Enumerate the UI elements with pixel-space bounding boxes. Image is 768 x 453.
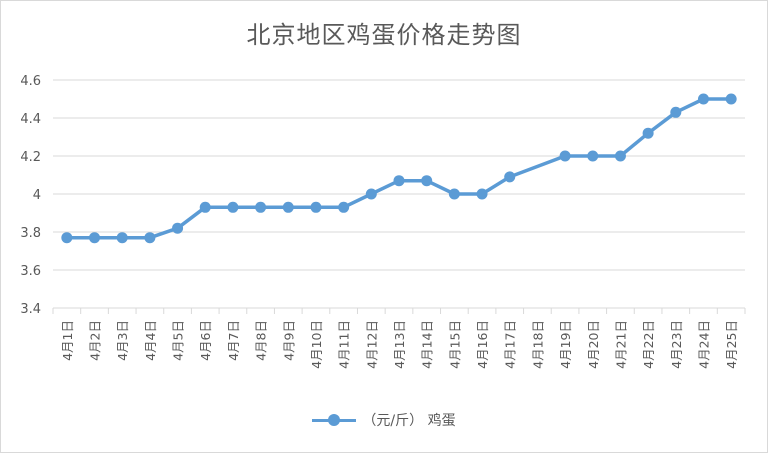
x-tick-label: 4月8日 bbox=[254, 320, 269, 361]
data-point bbox=[365, 188, 377, 200]
x-tick-label: 4月9日 bbox=[281, 320, 296, 361]
y-tick-label: 4.6 bbox=[20, 74, 41, 89]
data-point bbox=[448, 188, 460, 200]
data-point bbox=[476, 188, 488, 200]
x-tick-label: 4月11日 bbox=[337, 320, 352, 369]
data-point bbox=[421, 175, 433, 187]
x-tick-label: 4月15日 bbox=[447, 320, 462, 369]
data-point bbox=[614, 150, 626, 162]
y-tick-label: 3.6 bbox=[20, 264, 41, 279]
x-tick-label: 4月10日 bbox=[309, 320, 324, 369]
x-tick-label: 4月21日 bbox=[613, 320, 628, 369]
legend-label: （元/斤） 鸡蛋 bbox=[362, 413, 456, 429]
chart-title: 北京地区鸡蛋价格走势图 bbox=[246, 21, 522, 49]
x-tick-label: 4月1日 bbox=[60, 320, 75, 361]
y-tick-label: 4 bbox=[33, 188, 41, 203]
data-point bbox=[89, 232, 101, 244]
x-tick-label: 4月4日 bbox=[143, 320, 158, 361]
data-point bbox=[255, 201, 267, 213]
legend: （元/斤） 鸡蛋 bbox=[1, 410, 767, 430]
x-tick-label: 4月5日 bbox=[171, 320, 186, 361]
x-tick-label: 4月6日 bbox=[198, 320, 213, 361]
data-point bbox=[559, 150, 571, 162]
data-point bbox=[670, 106, 682, 118]
data-point bbox=[282, 201, 294, 213]
y-tick-label: 3.8 bbox=[20, 226, 41, 241]
x-tick-label: 4月7日 bbox=[226, 320, 241, 361]
data-point bbox=[61, 232, 73, 244]
data-point bbox=[172, 222, 184, 234]
data-point bbox=[504, 171, 516, 183]
data-point bbox=[227, 201, 239, 213]
data-point bbox=[338, 201, 350, 213]
data-point bbox=[697, 93, 709, 105]
data-point bbox=[144, 232, 156, 244]
legend-swatch bbox=[312, 412, 357, 428]
x-tick-label: 4月25日 bbox=[724, 320, 739, 369]
x-tick-label: 4月19日 bbox=[558, 320, 573, 369]
x-tick-label: 4月22日 bbox=[641, 320, 656, 369]
data-point bbox=[642, 127, 654, 139]
data-point bbox=[393, 175, 405, 187]
x-tick-label: 4月2日 bbox=[88, 320, 103, 361]
y-tick-label: 3.4 bbox=[20, 302, 41, 317]
x-tick-label: 4月3日 bbox=[115, 320, 130, 361]
data-point bbox=[116, 232, 128, 244]
y-tick-label: 4.4 bbox=[20, 112, 41, 127]
x-tick-label: 4月20日 bbox=[586, 320, 601, 369]
data-point bbox=[587, 150, 599, 162]
x-tick-label: 4月23日 bbox=[669, 320, 684, 369]
x-tick-label: 4月18日 bbox=[530, 320, 545, 369]
x-tick-label: 4月24日 bbox=[696, 320, 711, 369]
series-line bbox=[66, 97, 732, 240]
data-point bbox=[310, 201, 322, 213]
x-tick-label: 4月14日 bbox=[420, 320, 435, 369]
data-point bbox=[199, 201, 211, 213]
data-point bbox=[725, 93, 737, 105]
x-tick-label: 4月13日 bbox=[392, 320, 407, 369]
y-tick-label: 4.2 bbox=[20, 150, 41, 165]
x-tick-label: 4月17日 bbox=[503, 320, 518, 369]
x-tick-label: 4月16日 bbox=[475, 320, 490, 369]
x-tick-label: 4月12日 bbox=[364, 320, 379, 369]
